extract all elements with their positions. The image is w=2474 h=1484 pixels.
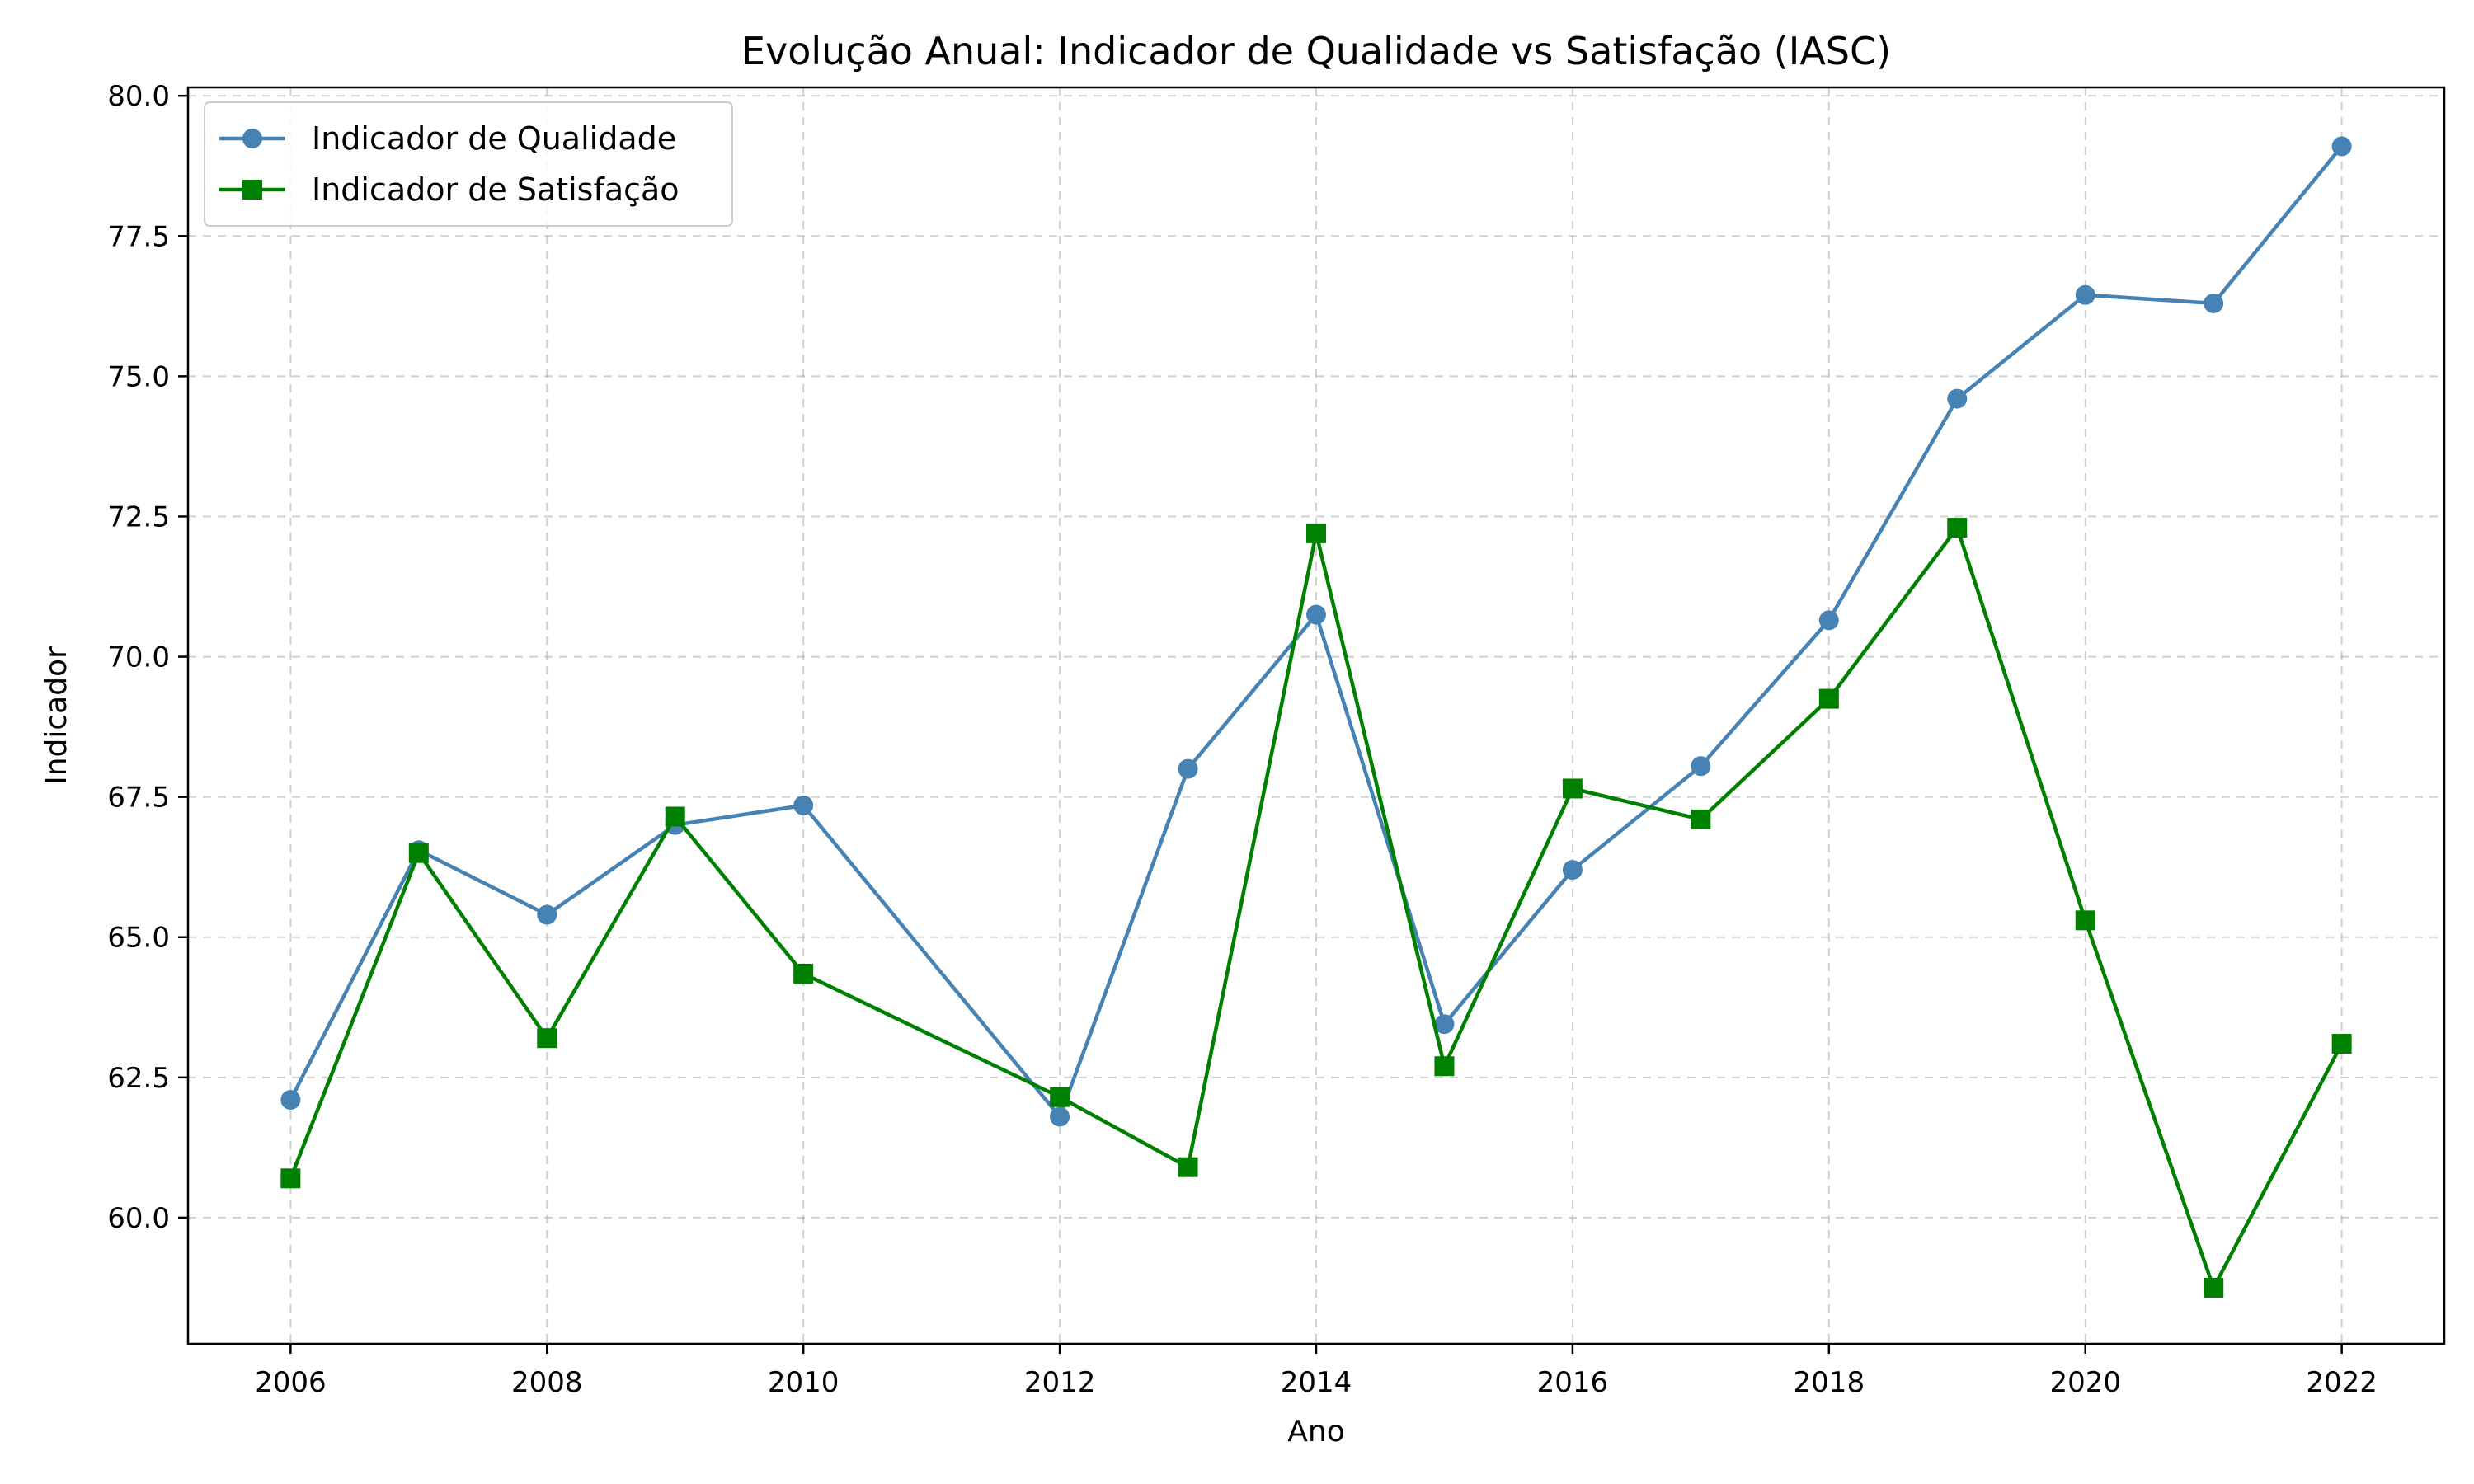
series-layer [280,136,2352,1298]
y-tick-label: 62.5 [107,1062,170,1095]
data-point [2331,136,2352,157]
data-point [2075,284,2095,305]
data-point [280,1168,301,1189]
data-point [2075,910,2095,931]
data-point [2331,1034,2352,1054]
data-point [2204,1277,2224,1298]
y-tick-label: 75.0 [107,360,170,393]
data-point [1178,1157,1198,1177]
data-point [665,806,685,827]
data-point [408,843,429,863]
x-tick-label: 2020 [2049,1366,2121,1399]
x-tick-label: 2010 [768,1366,840,1399]
y-axis-label: Indicador [40,646,73,785]
data-point [1562,778,1583,799]
x-tick-label: 2016 [1537,1366,1609,1399]
y-tick-label: 70.0 [107,641,170,674]
series-line [289,525,2344,1290]
data-point [1306,604,1326,625]
y-tick-label: 60.0 [107,1202,170,1235]
x-tick-label: 2014 [1281,1366,1352,1399]
data-point [1178,758,1198,779]
y-tick-label: 80.0 [107,80,170,113]
y-tick-label: 67.5 [107,782,170,815]
legend-label: Indicador de Satisfação [312,171,680,208]
legend-marker [242,129,262,148]
data-point [1947,388,1968,409]
y-tick-label: 77.5 [107,220,170,253]
data-point [537,904,557,925]
data-point [1562,860,1583,881]
data-point [1434,1014,1455,1035]
series-2 [280,518,2352,1298]
data-point [1306,523,1326,543]
legend-item: Indicador de Qualidade [219,120,676,157]
legend-marker [242,180,262,200]
data-point [1050,1106,1070,1127]
data-point [1434,1056,1455,1077]
y-tick-label: 65.0 [107,922,170,955]
data-point [1691,756,1711,777]
data-point [1818,610,1839,631]
x-tick-label: 2022 [2306,1366,2378,1399]
chart-title: Evolução Anual: Indicador de Qualidade v… [741,29,1891,73]
x-tick-label: 2006 [255,1366,327,1399]
axis-ticks: 2006 2008 2010 2012 2014 2016 2018 2020 2022 60.0… [107,80,2378,1399]
data-point [1050,1087,1070,1107]
series-line [289,144,2344,1119]
x-tick-label: 2018 [1794,1366,1865,1399]
data-point [793,795,814,815]
x-tick-label: 2012 [1024,1366,1096,1399]
data-point [1818,688,1839,709]
legend-item: Indicador de Satisfação [219,171,680,208]
y-tick-label: 72.5 [107,500,170,533]
data-point [1947,518,1968,538]
data-point [280,1090,301,1111]
data-point [2204,293,2224,313]
x-tick-label: 2008 [511,1366,583,1399]
data-point [1691,809,1711,829]
legend: Indicador de Qualidade Indicador de Satis… [204,101,733,227]
legend-box [204,101,733,227]
data-point [537,1028,557,1049]
data-point [793,963,814,984]
x-axis-label: Ano [1287,1415,1344,1449]
legend-label: Indicador de Qualidade [312,120,676,157]
